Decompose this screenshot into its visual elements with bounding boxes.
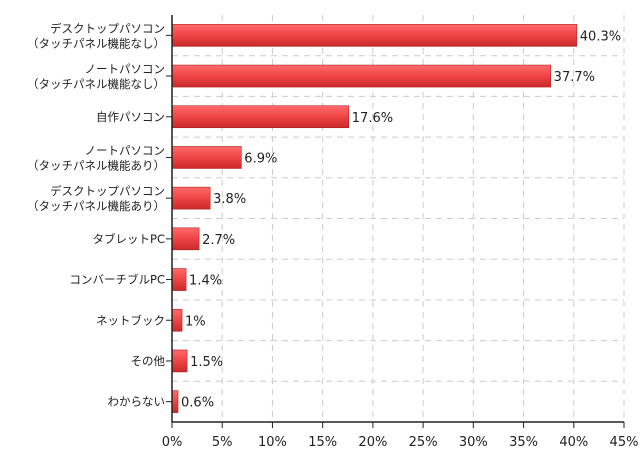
bar [171,268,187,291]
y-tick-label: （タッチパネル機能なし） [27,77,165,91]
data-label: 37.7% [554,70,595,85]
y-tick-label: 自作パソコン [96,110,165,124]
y-tick-label: タブレットPC [93,232,165,246]
y-tick-label: ノートパソコン [85,62,166,76]
data-label: 2.7% [202,233,235,248]
x-tick-label: 25% [409,435,438,450]
data-label: 40.3% [580,29,621,44]
bar [171,390,179,413]
x-tick-label: 15% [308,435,337,450]
bar [171,308,183,332]
y-tick-label: （タッチパネル機能あり） [27,199,165,213]
data-label: 1% [185,314,206,329]
x-tick-label: 40% [559,435,588,450]
y-tick-label: わからない [108,395,166,409]
y-tick-label: ネットブック [96,313,165,327]
y-tick-label: （タッチパネル機能あり） [27,158,165,172]
data-label: 1.4% [189,274,222,289]
x-tick-label: 0% [162,435,183,450]
bar [171,146,242,169]
y-tick-label: デスクトップパソコン [50,184,165,198]
y-tick-label: コンバーチブルPC [70,273,165,287]
bar [171,227,200,251]
x-tick-label: 30% [459,435,488,450]
x-tick-label: 45% [610,435,639,450]
y-tick-label: ノートパソコン [85,143,166,157]
x-tick-label: 20% [358,435,387,450]
x-tick-label: 10% [258,435,287,450]
bar [171,349,188,373]
x-tick-label: 5% [212,435,233,450]
y-tick-label: （タッチパネル機能なし） [27,36,165,50]
data-label: 0.6% [181,396,214,411]
y-tick-label: デスクトップパソコン [50,21,165,35]
bar [171,105,350,129]
x-tick-label: 35% [509,435,538,450]
data-label: 3.8% [213,192,246,207]
bar [171,64,551,88]
data-label: 17.6% [352,111,393,126]
data-label: 1.5% [190,355,223,370]
bar [171,24,578,47]
bar [171,186,211,210]
data-label: 6.9% [244,151,277,166]
y-tick-label: その他 [131,354,166,368]
